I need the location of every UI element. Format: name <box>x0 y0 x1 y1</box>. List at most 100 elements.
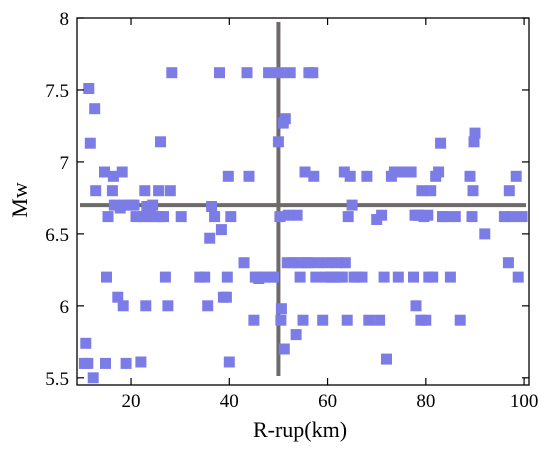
data-point <box>317 314 329 326</box>
data-point <box>322 257 334 269</box>
x-tick-label: 80 <box>416 391 435 412</box>
data-point <box>307 67 319 79</box>
data-point <box>87 372 99 384</box>
x-tick-label: 100 <box>510 391 539 412</box>
data-point <box>331 257 343 269</box>
data-point <box>90 185 102 197</box>
data-point <box>220 291 232 303</box>
data-point <box>405 166 417 178</box>
data-point <box>341 314 353 326</box>
data-point <box>292 257 304 269</box>
data-point <box>410 300 422 312</box>
data-point <box>116 166 128 178</box>
data-point <box>444 271 456 283</box>
data-point <box>112 291 124 303</box>
x-tick-label: 40 <box>220 391 239 412</box>
data-point <box>159 271 171 283</box>
data-point <box>140 300 152 312</box>
data-point <box>117 300 129 312</box>
data-point <box>356 271 368 283</box>
data-point <box>440 211 451 223</box>
data-point <box>420 314 432 326</box>
data-point <box>241 67 253 79</box>
scatter-points <box>78 67 528 384</box>
data-point <box>427 271 439 283</box>
y-tick-label: 6.5 <box>45 225 69 246</box>
data-point <box>435 137 447 149</box>
data-point <box>281 257 293 269</box>
x-tick-label: 60 <box>318 391 337 412</box>
data-point <box>225 211 237 223</box>
data-point <box>363 314 375 326</box>
data-point <box>510 170 522 182</box>
data-point <box>454 314 466 326</box>
data-point <box>101 271 112 283</box>
data-point <box>135 356 147 368</box>
data-point <box>381 353 392 365</box>
data-point <box>336 271 348 283</box>
data-point <box>100 357 111 369</box>
data-point <box>425 185 437 197</box>
data-point <box>139 185 151 197</box>
y-tick-label: 8 <box>60 9 70 30</box>
data-point <box>221 271 233 283</box>
data-point <box>248 314 260 326</box>
y-tick-label: 5.5 <box>45 369 69 390</box>
data-point <box>466 211 478 223</box>
data-point <box>272 136 284 148</box>
data-point <box>297 314 309 326</box>
data-point <box>308 170 320 182</box>
data-point <box>204 232 216 244</box>
data-point <box>118 199 130 211</box>
data-point <box>506 211 518 223</box>
data-point <box>223 356 235 368</box>
data-point <box>106 185 118 197</box>
data-point <box>215 224 227 236</box>
data-point <box>449 211 461 223</box>
data-point <box>433 166 445 178</box>
data-point <box>392 271 404 283</box>
data-point <box>467 185 479 197</box>
data-point <box>374 314 386 326</box>
data-point <box>282 209 294 221</box>
y-tick-label: 7.5 <box>45 81 69 102</box>
data-point <box>376 209 388 221</box>
plot-frame <box>76 17 530 386</box>
x-tick-label: 20 <box>122 391 141 412</box>
data-point <box>268 271 279 283</box>
data-point <box>273 67 285 79</box>
data-point <box>80 337 92 349</box>
data-point <box>175 211 187 223</box>
data-point <box>120 357 132 369</box>
data-point <box>158 211 169 223</box>
data-point <box>147 199 159 211</box>
data-point <box>258 271 270 283</box>
data-point <box>278 343 290 355</box>
data-point <box>166 67 178 79</box>
data-point <box>408 271 419 283</box>
data-point <box>416 185 428 197</box>
data-point <box>290 329 302 341</box>
data-point <box>141 201 153 212</box>
data-point <box>99 166 110 178</box>
data-point <box>346 199 358 211</box>
data-point <box>275 303 287 315</box>
data-point <box>422 209 434 221</box>
data-point <box>302 257 314 269</box>
data-point <box>342 211 354 223</box>
data-point <box>512 271 524 283</box>
y-axis-label: Mw <box>7 182 32 218</box>
x-axis-label: R-rup(km) <box>253 417 347 442</box>
data-point <box>312 257 324 269</box>
data-point <box>153 185 165 197</box>
data-point <box>516 211 528 223</box>
data-point <box>202 300 214 312</box>
data-point <box>199 271 211 283</box>
data-point <box>206 201 218 212</box>
data-point <box>344 170 356 182</box>
data-point <box>279 113 291 125</box>
data-point <box>468 136 480 148</box>
data-point <box>378 271 390 283</box>
data-point <box>155 136 166 148</box>
